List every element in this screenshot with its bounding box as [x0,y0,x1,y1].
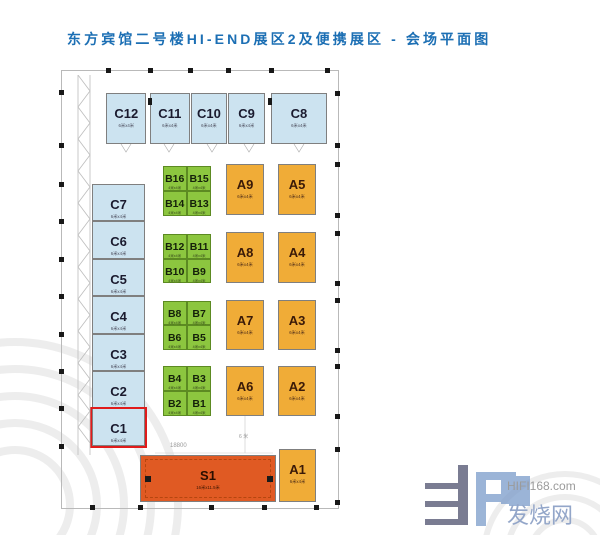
svg-text:发烧网: 发烧网 [507,503,573,528]
svg-text:HIFI168.com: HIFI168.com [507,479,576,493]
svg-text:6 米: 6 米 [239,433,248,440]
